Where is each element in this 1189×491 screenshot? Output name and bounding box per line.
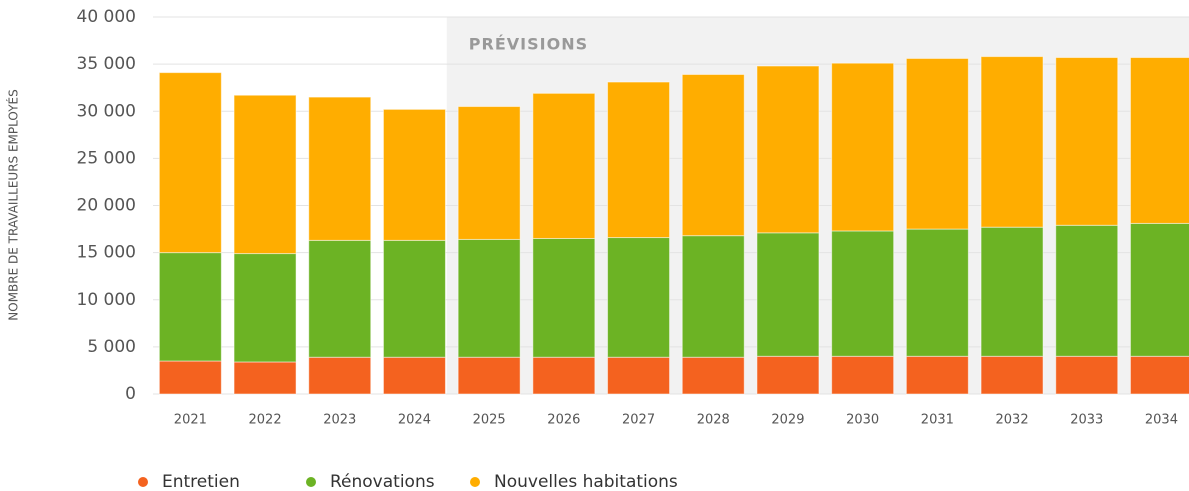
x-tick-label: 2024 (398, 413, 431, 428)
bar-segment (905, 57, 969, 230)
bar-segment (980, 226, 1044, 357)
x-tick-label: 2027 (622, 413, 655, 428)
bar-segment (1129, 222, 1189, 357)
x-tick-label: 2021 (174, 413, 207, 428)
bar-segment (681, 356, 745, 395)
y-tick-label: 0 (125, 384, 136, 404)
bar-segment (308, 356, 372, 395)
bar-segment (308, 239, 372, 358)
x-tick-label: 2030 (846, 413, 879, 428)
bar-segment (607, 356, 671, 395)
bar-segment (831, 62, 895, 232)
x-tick-label: 2026 (547, 413, 580, 428)
x-tick-label: 2031 (921, 413, 954, 428)
bar-segment (308, 96, 372, 241)
bar-segment (831, 230, 895, 357)
bar-segment (681, 73, 745, 237)
legend-marker (138, 477, 148, 487)
bar-segment (233, 361, 297, 395)
bar-segment (831, 355, 895, 395)
bar-segment (1055, 355, 1119, 395)
bar-segment (1129, 57, 1189, 224)
bar-segment (457, 356, 521, 395)
bar-segment (1129, 355, 1189, 395)
bar-segment (532, 237, 596, 358)
bar-segment (233, 94, 297, 255)
y-tick-label: 35 000 (77, 54, 136, 74)
y-tick-label: 40 000 (77, 7, 136, 27)
bar-segment (382, 239, 446, 358)
bar-segment (980, 355, 1044, 395)
y-tick-label: 10 000 (77, 290, 136, 310)
bar-segment (905, 228, 969, 357)
bar-segment (158, 360, 222, 395)
x-tick-label: 2032 (996, 413, 1029, 428)
bar-segment (607, 237, 671, 358)
y-tick-label: 5 000 (87, 337, 136, 357)
y-axis-label: NOMBRE DE TRAVAILLEURS EMPLOYÉS (6, 89, 21, 320)
x-tick-label: 2022 (249, 413, 282, 428)
legend-label: Rénovations (330, 472, 435, 491)
x-tick-label: 2034 (1145, 413, 1178, 428)
bar-segment (756, 232, 820, 357)
bar-segment (233, 253, 297, 363)
x-tick-label: 2023 (323, 413, 356, 428)
y-tick-label: 20 000 (77, 196, 136, 216)
y-tick-label: 25 000 (77, 148, 136, 168)
legend-label: Entretien (162, 472, 240, 491)
x-tick-label: 2025 (473, 413, 506, 428)
legend-marker (306, 477, 316, 487)
bar-segment (756, 355, 820, 395)
x-tick-label: 2028 (697, 413, 730, 428)
bar-segment (158, 72, 222, 254)
bar-segment (532, 92, 596, 239)
bar-segment (1055, 224, 1119, 357)
bar-segment (681, 235, 745, 358)
bar-segment (980, 56, 1044, 228)
bar-segment (607, 81, 671, 239)
bar-segment (158, 252, 222, 362)
y-tick-label: 15 000 (77, 243, 136, 263)
bar-segment (1055, 57, 1119, 226)
bar-segment (457, 106, 521, 240)
bar-segment (382, 108, 446, 241)
legend-marker (470, 477, 480, 487)
bar-segment (457, 238, 521, 358)
bar-segment (756, 65, 820, 234)
x-tick-label: 2033 (1070, 413, 1103, 428)
y-tick-label: 30 000 (77, 101, 136, 121)
bar-segment (905, 355, 969, 395)
bar-segment (532, 356, 596, 395)
legend-label: Nouvelles habitations (494, 472, 678, 491)
x-tick-label: 2029 (771, 413, 804, 428)
forecast-label: PRÉVISIONS (469, 35, 588, 54)
bar-segment (382, 356, 446, 395)
